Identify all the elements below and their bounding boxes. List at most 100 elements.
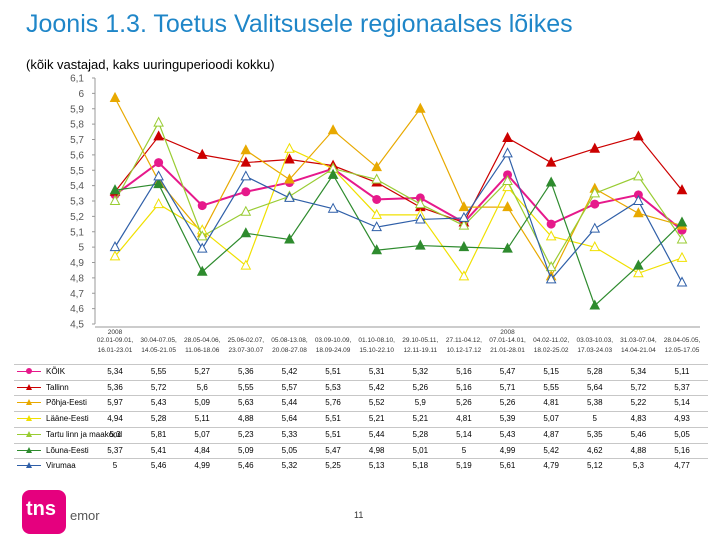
data-point [458,211,470,222]
y-tick-label: 5,1 [70,227,84,238]
table-cell: 5,35 [586,429,603,439]
data-point [458,270,470,281]
table-cell: 5,42 [281,367,298,376]
data-point [545,156,557,167]
data-point [414,102,426,113]
table-cell: 4,81 [456,414,472,424]
table-cell: 5,72 [630,382,647,392]
table-cell: 5,23 [238,429,254,439]
table-cell: 5,53 [325,382,341,392]
x-tick-label-bottom: 10.12-17.12 [447,347,482,354]
table-cell: 4,94 [107,414,123,424]
table-cell: 5,36 [107,382,123,392]
table-cell: 5,57 [281,382,298,392]
data-point [546,219,556,229]
data-point [676,251,688,262]
y-tick-label: 5 [78,243,84,254]
table-cell: 5,3 [632,461,644,471]
table-cell: 5,61 [499,461,516,471]
y-tick-label: 4,6 [70,304,84,315]
data-point [458,241,470,252]
x-tick-year: 2008 [108,329,123,336]
table-cell: 5,32 [281,461,298,471]
data-point [284,173,295,184]
table-cell: 5,01 [412,445,429,455]
table-cell: 5,16 [456,382,472,392]
data-point [371,221,383,232]
x-tick-label-top: 28.05-04.06, [184,337,221,344]
x-tick-label-bottom: 12.11-19.11 [403,347,437,354]
data-point [589,241,601,252]
x-tick-label-top: 05.08-13.08, [271,337,308,344]
page-subtitle: (kõik vastajad, kaks uuringuperioodi kok… [26,57,275,72]
data-point [240,156,252,167]
data-point [109,184,121,195]
legend-marker [26,446,32,453]
y-tick-label: 5,5 [70,166,84,177]
data-point [196,242,208,253]
table-cell: 5,12 [586,461,603,471]
data-point [589,299,601,310]
data-point [109,241,121,252]
table-cell: 5,6 [196,382,208,392]
data-point [545,176,557,187]
table-cell: 5,37 [107,445,123,455]
table-cell: 5,26 [412,382,429,392]
table-cell: 4,88 [630,445,647,455]
table-cell: 5,52 [368,398,385,408]
table-cell: 5,33 [281,429,298,439]
data-point [153,198,164,209]
table-cell: 5,3 [109,429,121,439]
y-tick-label: 6,1 [70,74,84,85]
x-tick-label-top: 02.01-09.01, [97,337,134,344]
table-cell: 4,77 [674,461,690,471]
table-cell: 5,46 [630,429,647,439]
table-cell: 5,21 [368,414,385,424]
data-point [589,142,601,153]
legend-marker [26,462,32,469]
table-cell: 5,46 [150,461,167,471]
table-cell: 5 [592,414,597,424]
x-tick-label-top: 28.04-05.05, [664,337,701,344]
table-cell: 5,42 [543,445,559,455]
table-cell: 5,72 [150,382,167,392]
series-line-0 [114,161,683,231]
table-cell: 5,44 [281,398,298,408]
x-tick-label-top: 03.09-10.09, [315,337,352,344]
series-label: Põhja-Eesti [46,398,87,408]
table-cell: 5,46 [238,461,254,471]
data-point [196,148,208,159]
table-cell: 5,39 [499,414,516,424]
data-point [633,170,644,181]
data-point [327,168,339,179]
data-point [241,187,251,197]
table-cell: 5 [461,445,467,455]
series-label: KÕIK [46,367,66,376]
y-tick-label: 5,7 [70,135,84,146]
table-cell: 5,09 [194,398,210,408]
x-tick-label-bottom: 23.07-30.07 [228,347,263,354]
table-cell: 5,32 [412,367,429,376]
data-point [371,173,383,184]
data-point [589,187,601,198]
legend-marker [26,368,32,374]
table-cell: 5,31 [368,367,385,376]
data-point [240,144,252,155]
x-tick-label-bottom: 14.05-21.05 [141,347,176,354]
x-tick-label-top: 27.11-04.12, [446,337,482,344]
data-point [414,239,426,250]
table-cell: 4,88 [238,414,254,424]
table-cell: 5,14 [456,429,472,439]
data-point [284,191,295,202]
table-row: Põhja-Eesti 5,97 5,43 5,09 5,63 5,44 5,76 5,52 5… [14,395,708,411]
table-cell: 5,09 [238,445,254,455]
table-cell: 5,81 [150,429,167,439]
table-cell: 5,64 [586,382,603,392]
legend-marker [26,415,32,422]
data-point [372,194,382,204]
table-cell: 5 [112,461,118,471]
table-cell: 5,16 [456,367,472,376]
tns-emor-logo: tns emor [22,490,100,534]
table-cell: 4,93 [674,414,690,424]
